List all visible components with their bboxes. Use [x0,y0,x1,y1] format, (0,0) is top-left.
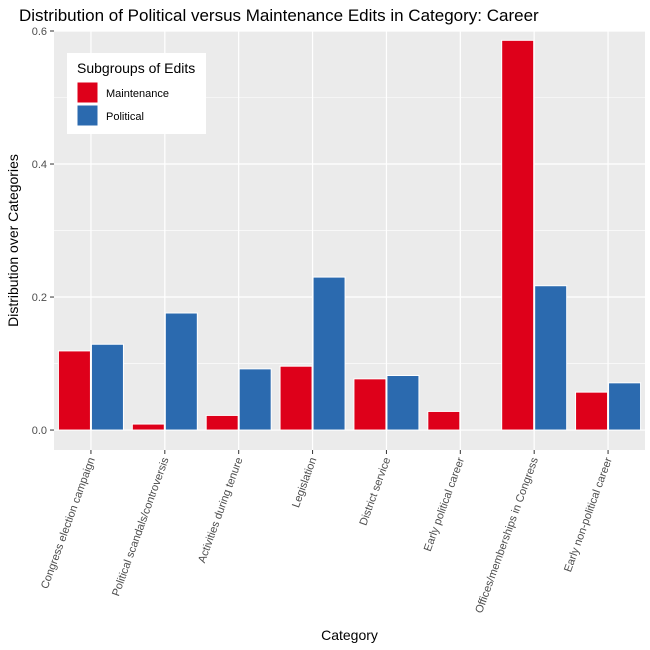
bar-maintenance-5 [353,378,387,431]
bar-maintenance-1 [57,350,91,431]
bar-maintenance-4 [279,365,313,431]
bar-maintenance-7 [501,39,535,431]
bar-maintenance-8 [575,391,609,431]
x-tick-label: District service [358,456,394,527]
y-axis-title: Distribution over Categories [5,154,21,327]
y-axis: 0.0 0.2 0.4 0.6 [32,26,54,437]
bar-political-3 [238,368,272,431]
y-tick-label: 0.4 [32,159,47,171]
y-tick-label: 0.2 [32,292,47,304]
bars [57,39,642,431]
legend-items: Maintenance Political [76,81,169,127]
bar-maintenance-2 [131,423,165,431]
bar-political-1 [90,343,124,431]
x-tick-label: Offices/memberships in Congress [473,455,541,614]
legend-title: Subgroups of Edits [77,60,195,76]
chart-title: Distribution of Political versus Mainten… [19,6,539,25]
x-tick-label: Early non-political career [562,456,615,574]
legend-key-maintenance [76,81,99,104]
x-tick-label: Congress election campaign [39,456,98,591]
x-tick-label: Early political career [422,456,467,553]
bar-political-8 [608,382,642,431]
bar-political-5 [386,375,420,431]
bar-political-2 [164,312,198,431]
x-axis-title: Category [321,627,378,643]
bar-maintenance-6 [427,410,461,431]
bar-maintenance-3 [205,414,239,431]
legend-label-maintenance: Maintenance [106,88,169,100]
bar-political-4 [312,276,346,431]
x-tick-label: Activities during tenure [196,456,245,565]
y-tick-label: 0.6 [32,26,47,38]
x-axis: Congress election campaign Political scan… [39,450,615,615]
y-tick-label: 0.0 [32,425,47,437]
bar-political-7 [534,285,568,431]
legend-label-political: Political [106,111,144,123]
legend-key-political [76,104,99,127]
x-tick-label: Legislation [290,456,319,510]
x-tick-label: Political scandals/controversis [110,455,172,597]
legend: Subgroups of Edits Maintenance Political [67,53,206,134]
